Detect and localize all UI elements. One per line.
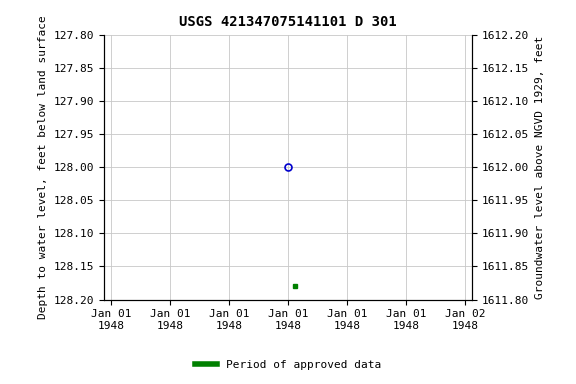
Y-axis label: Depth to water level, feet below land surface: Depth to water level, feet below land su…	[38, 15, 48, 319]
Y-axis label: Groundwater level above NGVD 1929, feet: Groundwater level above NGVD 1929, feet	[535, 35, 545, 299]
Legend: Period of approved data: Period of approved data	[191, 356, 385, 375]
Title: USGS 421347075141101 D 301: USGS 421347075141101 D 301	[179, 15, 397, 29]
